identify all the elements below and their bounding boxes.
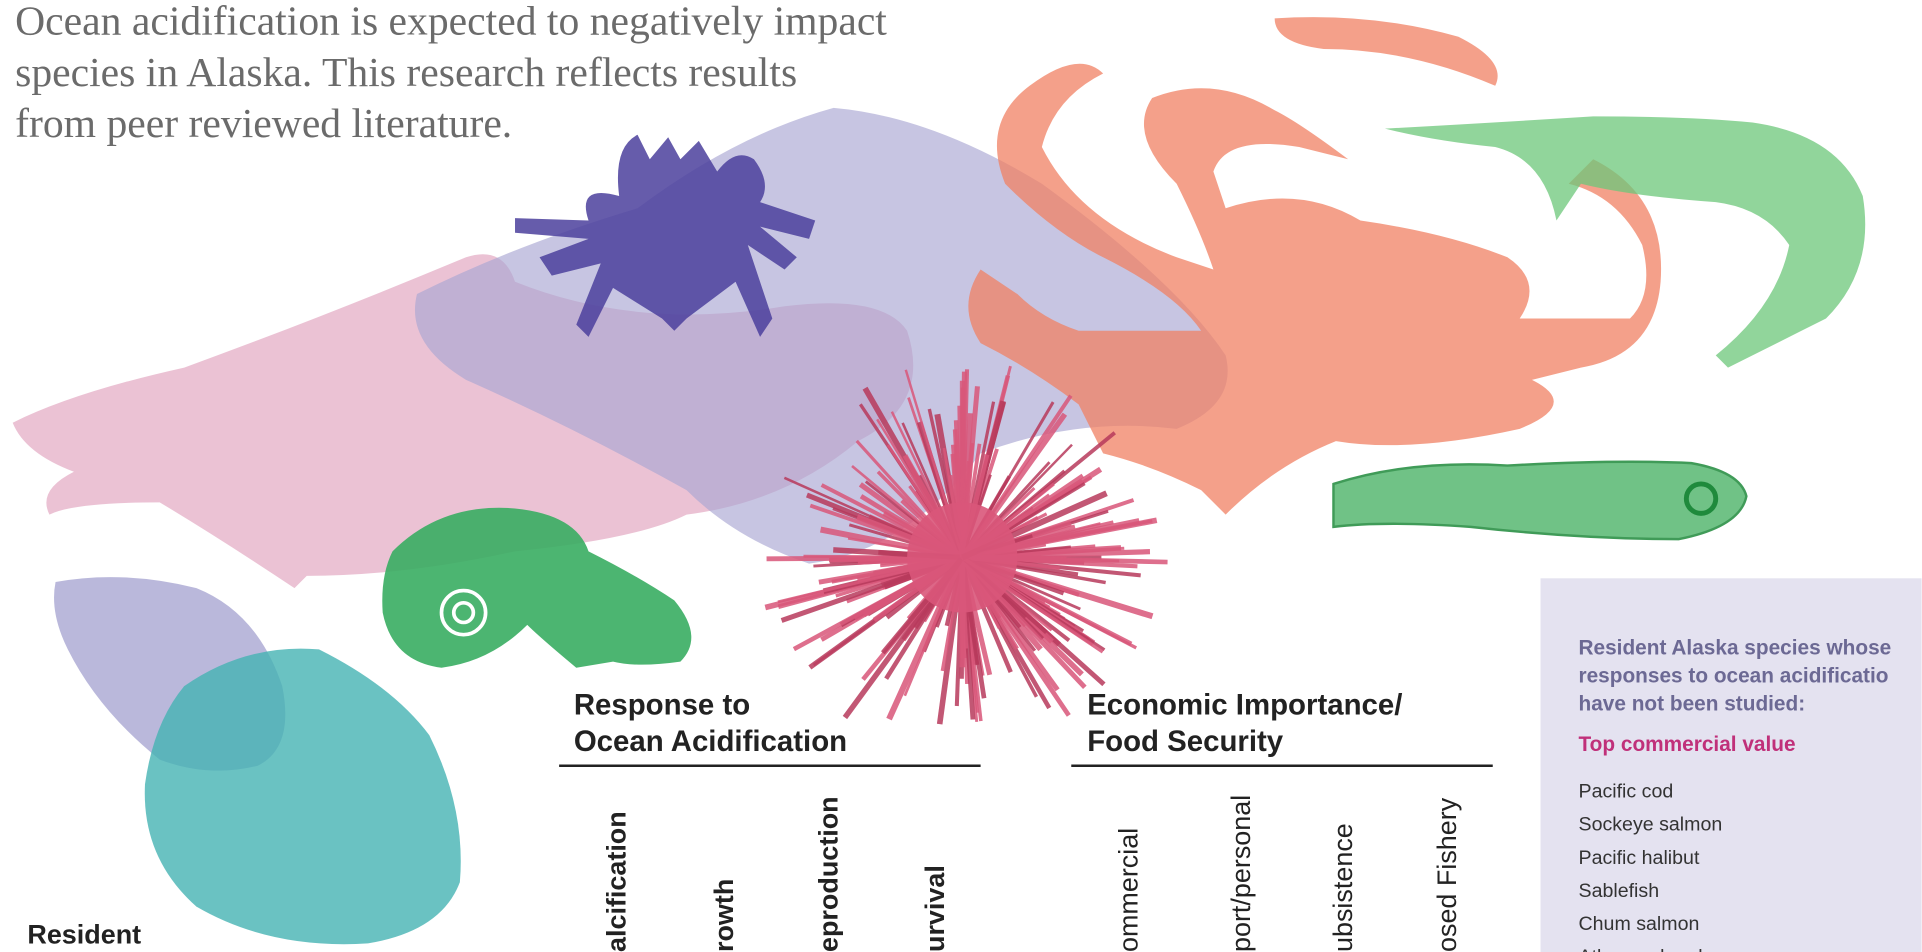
species-item: Pacific cod [1579, 781, 1674, 803]
column-label: rowth [709, 879, 739, 952]
column-label: ommercial [1113, 828, 1143, 952]
species-item: Atka mackerel [1579, 946, 1703, 952]
infographic: Ocean acidification is expected to negat… [0, 0, 1922, 952]
crab-claw [1275, 17, 1498, 86]
species-item: Sablefish [1579, 880, 1660, 902]
species-item: Sockeye salmon [1579, 814, 1723, 836]
intro-line: species in Alaska. This research reflect… [15, 50, 797, 96]
intro-line: from peer reviewed literature. [15, 101, 512, 147]
sidebar-title: have not been studied: [1579, 693, 1806, 716]
intro-line: Ocean acidification is expected to negat… [15, 0, 887, 44]
column-label: port/personal [1226, 795, 1256, 952]
response-heading: Response to [574, 688, 750, 721]
column-label: ubsistence [1328, 823, 1358, 952]
response-heading: Ocean Acidification [574, 725, 847, 758]
column-label: osed Fishery [1432, 797, 1462, 952]
species-item: Chum salmon [1579, 913, 1700, 935]
pteropod [382, 508, 691, 668]
column-label: alcification [601, 811, 631, 952]
sidebar-section: Top commercial value [1579, 733, 1796, 756]
sidebar-title: Resident Alaska species whose [1579, 636, 1892, 659]
species-item: Pacific halibut [1579, 847, 1700, 869]
page: Ocean acidification is expected to negat… [0, 0, 1922, 952]
economic-heading: Economic Importance/ [1087, 688, 1402, 721]
column-label: urvival [920, 865, 950, 952]
row-label: Resident [27, 919, 141, 949]
column-label: eproduction [813, 796, 843, 952]
economic-heading: Food Security [1087, 725, 1284, 758]
teal-shell [145, 649, 461, 945]
sidebar-title: responses to ocean acidificatio [1579, 664, 1889, 687]
urchin-body [907, 502, 1017, 612]
